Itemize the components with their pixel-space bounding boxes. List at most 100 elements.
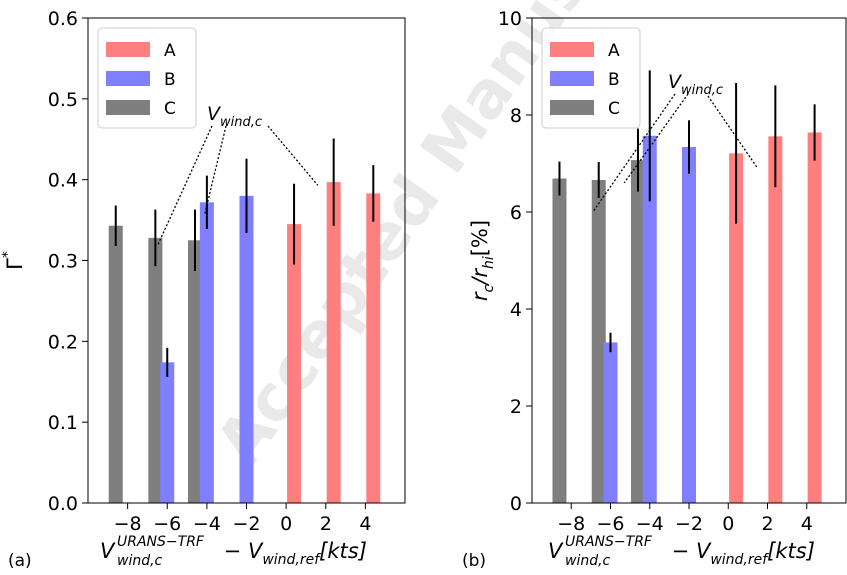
- bar-B-1: [642, 135, 657, 504]
- x-label-sup: URANS−TRF: [565, 534, 653, 550]
- bar-C-0: [552, 178, 567, 503]
- annotation-sub: wind,c: [681, 83, 723, 98]
- x-label-v2: − V: [665, 539, 712, 563]
- x-tick-label-4: 0: [722, 513, 734, 535]
- bar-A-2: [366, 193, 381, 504]
- y-tick-label-3: 0.3: [48, 251, 78, 273]
- bar-B-2: [682, 147, 696, 503]
- y-tick-label-0: 0: [510, 493, 522, 515]
- x-axis-label-b: V URANS−TRF wind,c − Vwind,ref[kts]: [548, 534, 815, 569]
- y-label-main: Γ: [3, 258, 27, 270]
- x-tick-label-2: −4: [636, 513, 664, 535]
- bar-B-0: [160, 362, 175, 503]
- y-tick-label-4: 8: [510, 105, 522, 127]
- annotation-label: Vwind,c: [668, 71, 723, 98]
- legend-swatch-C: [550, 100, 594, 115]
- legend-swatch-A: [550, 42, 594, 57]
- y-tick-label-5: 0.5: [48, 89, 78, 111]
- bar-A-1: [326, 182, 341, 503]
- y-tick-label-0: 0.0: [48, 493, 78, 515]
- y-tick-label-6: 0.6: [48, 8, 78, 30]
- x-axis-label-a: V URANS−TRF wind,c − Vwind,ref[kts]: [100, 534, 367, 569]
- annotation-a: Vwind,c: [156, 103, 319, 247]
- annotation-leader-0: [156, 125, 213, 247]
- annotation-leader-1: [204, 125, 227, 214]
- y-label-sup: *: [0, 251, 16, 258]
- y-label-r1: r: [468, 291, 492, 301]
- x-label-sub2: wind,ref: [710, 552, 769, 568]
- y-tick-label-3: 6: [510, 202, 522, 224]
- x-tick-label-2: −4: [193, 513, 221, 535]
- y-axis-label-b: rc/rhi[%]: [468, 220, 497, 301]
- legend-swatch-B: [106, 71, 150, 86]
- x-tick-label-4: 0: [280, 513, 292, 535]
- chart-panel-a: 0.0 0.1 0.2 0.3 0.4 0.5 0.6 −8 −6 −4 −2 0 2 4 ABC Vwi…: [0, 8, 406, 571]
- annotation-label: Vwind,c: [207, 103, 262, 130]
- x-label-unit: [kts]: [319, 539, 367, 563]
- x-label-sub2: wind,ref: [262, 552, 321, 568]
- bar-A-0: [729, 153, 744, 503]
- legend-label-C: C: [608, 99, 620, 119]
- bars-b: [552, 70, 822, 504]
- annotation-main: V: [668, 71, 683, 93]
- x-tick-label-1: −6: [596, 513, 624, 535]
- bar-C-2: [630, 160, 645, 504]
- bars-a: [108, 138, 381, 504]
- x-tick-label-6: 4: [359, 513, 371, 535]
- bar-B-0: [603, 342, 618, 503]
- x-tick-label-5: 2: [761, 513, 773, 535]
- x-label-v2: − V: [217, 539, 264, 563]
- legend-a: ABC: [97, 27, 197, 129]
- axes-b: 0 2 4 6 8 10 −8 −6 −4 −2 0 2 4: [498, 8, 813, 535]
- annotation-b: Vwind,c: [592, 71, 759, 213]
- annotation-leader-2: [707, 95, 759, 169]
- y-label-sub1: c: [481, 284, 497, 292]
- bar-C-0: [108, 225, 123, 503]
- legend-label-C: C: [164, 99, 176, 119]
- legend-label-A: A: [164, 41, 176, 61]
- x-tick-label-3: −2: [675, 513, 703, 535]
- bar-A-0: [287, 224, 302, 503]
- x-label-v1: V: [548, 539, 564, 563]
- y-tick-label-4: 0.4: [48, 170, 78, 192]
- x-tick-label-1: −6: [153, 513, 181, 535]
- bar-B-1: [199, 202, 214, 504]
- bar-B-2: [239, 195, 254, 504]
- panel-label-a: (a): [8, 551, 32, 571]
- x-label-v1: V: [100, 539, 116, 563]
- panel-label-b: (b): [462, 551, 486, 571]
- y-tick-label-5: 10: [498, 8, 522, 30]
- legend-swatch-C: [106, 100, 150, 115]
- annotation-leader-2: [267, 125, 319, 186]
- axes-a: 0.0 0.1 0.2 0.3 0.4 0.5 0.6 −8 −6 −4 −2 0 2 4: [48, 8, 372, 535]
- x-tick-label-6: 4: [801, 513, 813, 535]
- y-tick-label-2: 4: [510, 299, 522, 321]
- bar-A-1: [768, 136, 783, 503]
- y-label-sub2: hi: [481, 256, 497, 269]
- x-label-sup: URANS−TRF: [117, 534, 205, 550]
- y-tick-label-1: 0.1: [48, 412, 78, 434]
- legend-swatch-A: [106, 42, 150, 57]
- bar-A-2: [807, 132, 822, 503]
- y-label-unit: [%]: [468, 220, 492, 256]
- legend-label-A: A: [608, 41, 620, 61]
- x-tick-label-0: −8: [114, 513, 142, 535]
- y-axis-label-a: Γ*: [0, 251, 27, 270]
- x-tick-label-0: −8: [557, 513, 585, 535]
- annotation-main: V: [207, 103, 222, 125]
- legend-label-B: B: [164, 70, 176, 90]
- y-label-r2: /r: [468, 268, 492, 287]
- bar-C-1: [591, 179, 606, 504]
- legend-b: ABC: [541, 27, 641, 129]
- bar-C-1: [148, 237, 163, 503]
- y-tick-label-1: 2: [510, 396, 522, 418]
- x-label-sub: wind,c: [117, 553, 163, 569]
- x-label-sub: wind,c: [565, 553, 611, 569]
- annotation-sub: wind,c: [220, 115, 262, 130]
- x-tick-label-3: −2: [232, 513, 260, 535]
- y-tick-label-2: 0.2: [48, 331, 78, 353]
- x-tick-label-5: 2: [320, 513, 332, 535]
- bar-C-2: [187, 240, 202, 503]
- legend-label-B: B: [608, 70, 620, 90]
